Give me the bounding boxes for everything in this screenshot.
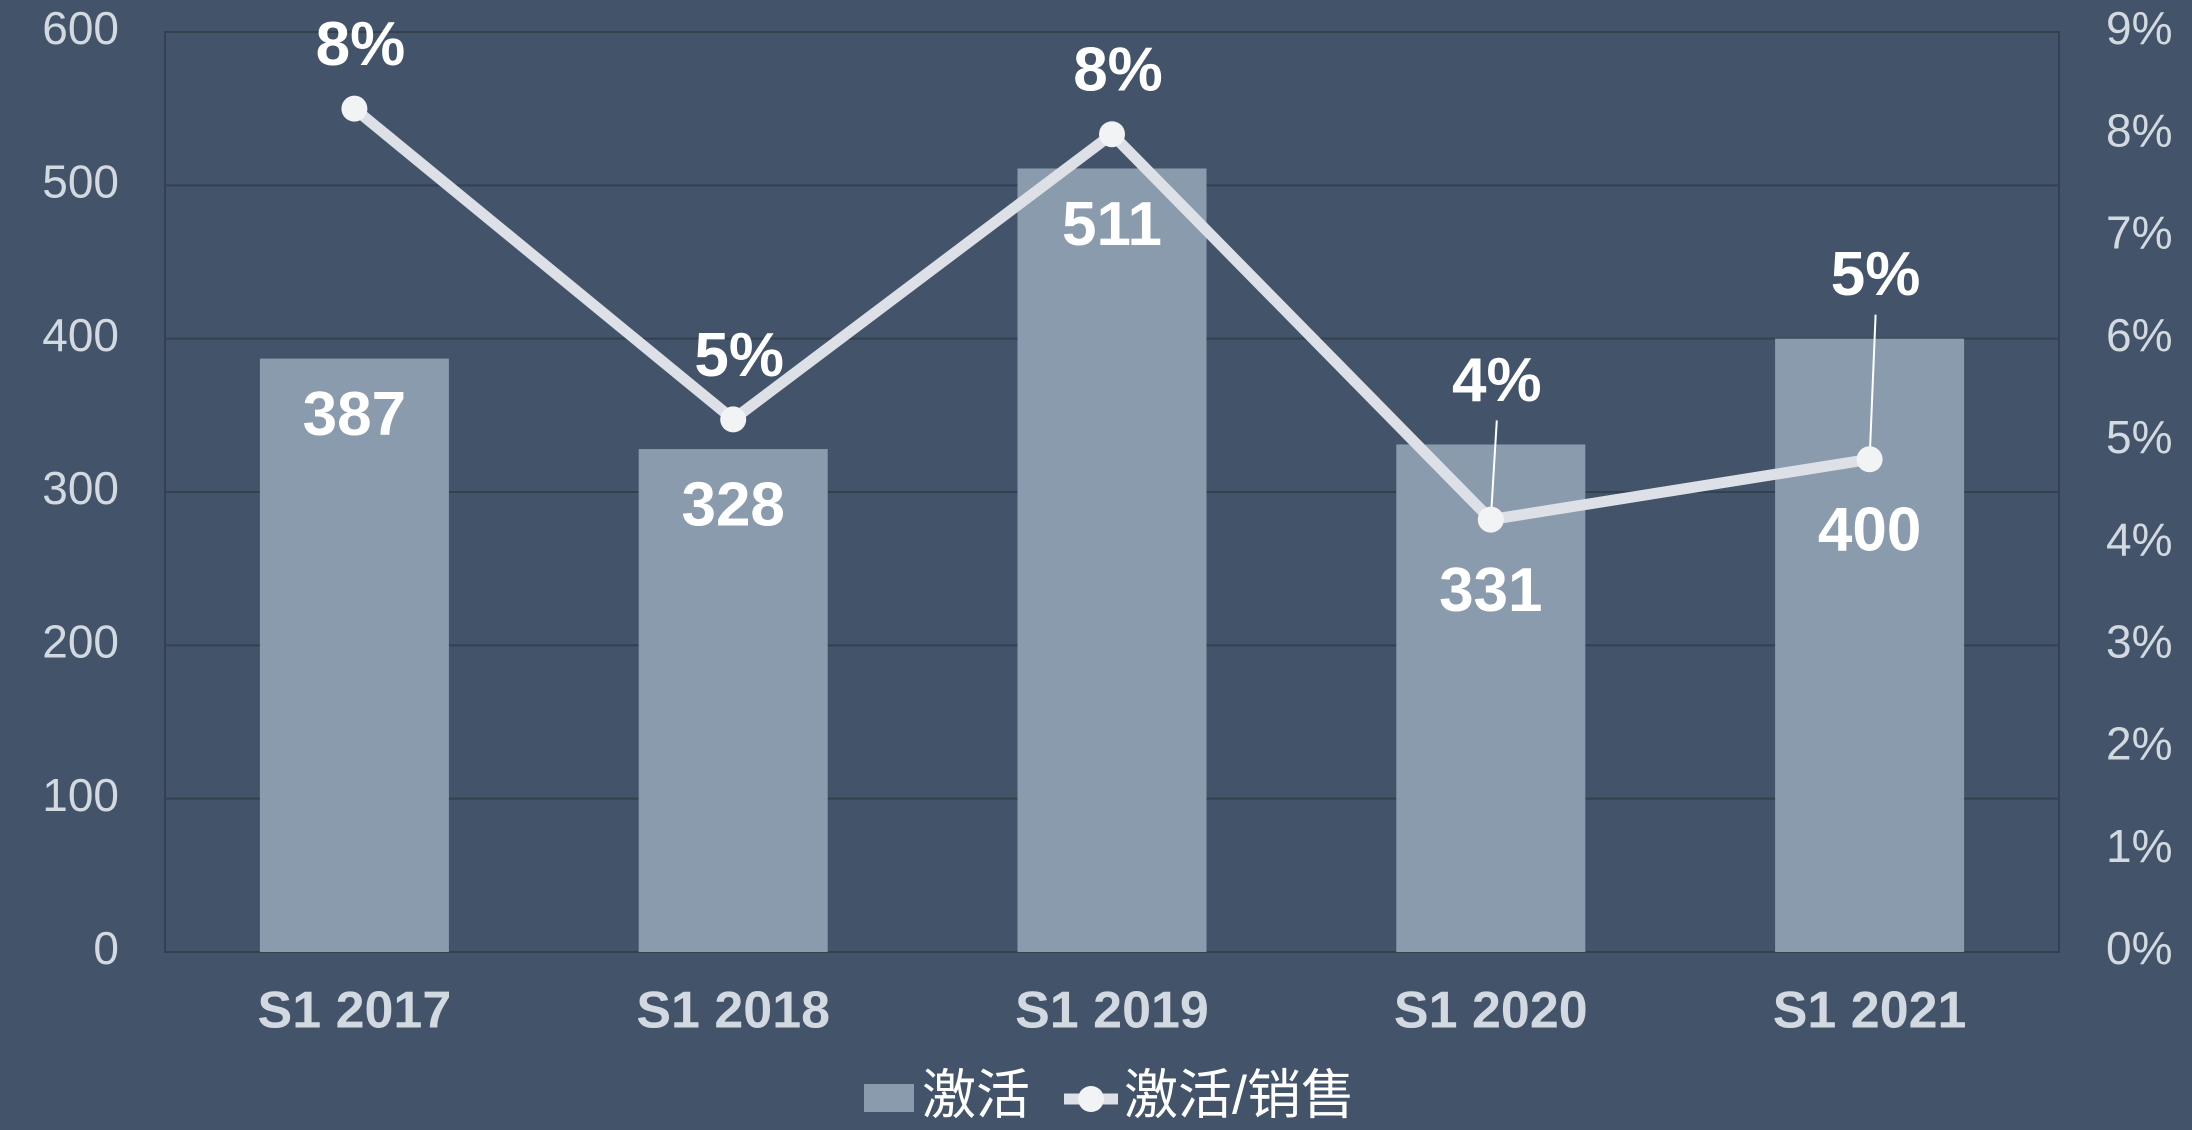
legend-swatch — [1078, 1086, 1104, 1112]
y2-tick-label: 5% — [2106, 411, 2172, 463]
y2-tick-label: 6% — [2106, 309, 2172, 361]
line-point — [720, 406, 747, 433]
y-tick-label: 200 — [42, 615, 119, 667]
y2-tick-label: 9% — [2106, 2, 2172, 54]
line-point — [1099, 121, 1125, 148]
line-value-label: 5% — [1831, 240, 1921, 309]
bar-value-label: 400 — [1818, 496, 1921, 565]
line-value-label: 4% — [1452, 346, 1542, 415]
bar — [1017, 168, 1207, 952]
x-tick-label: S1 2020 — [1394, 982, 1588, 1040]
x-tick-label: S1 2019 — [1015, 982, 1209, 1040]
bar-value-label: 511 — [1062, 190, 1162, 259]
y2-tick-label: 0% — [2106, 922, 2172, 974]
y2-tick-label: 7% — [2106, 207, 2172, 259]
legend-swatch — [864, 1084, 914, 1112]
bar — [638, 449, 828, 952]
y2-tick-label: 3% — [2106, 615, 2172, 667]
leader-line — [1868, 314, 1877, 460]
y-tick-label: 0 — [93, 922, 119, 974]
y-tick-label: 100 — [42, 769, 119, 821]
y-tick-label: 300 — [42, 462, 119, 514]
y2-tick-label: 8% — [2106, 104, 2172, 156]
line-value-label: 8% — [316, 10, 406, 79]
bar-value-label: 331 — [1439, 556, 1542, 625]
y2-tick-label: 1% — [2106, 820, 2172, 872]
legend-label: 激活 — [922, 1065, 1030, 1125]
leader-line — [1489, 420, 1498, 520]
x-tick-label: S1 2018 — [636, 982, 830, 1040]
line-point — [1477, 506, 1504, 533]
x-tick-label: S1 2017 — [258, 982, 452, 1040]
bar-value-label: 328 — [681, 470, 784, 539]
x-tick-label: S1 2021 — [1773, 982, 1967, 1040]
y-tick-label: 600 — [42, 2, 119, 54]
line-point — [341, 95, 368, 122]
line-value-label: 5% — [694, 321, 784, 390]
line-value-label: 8% — [1073, 36, 1163, 105]
y-tick-label: 500 — [42, 155, 119, 207]
y2-tick-label: 4% — [2106, 513, 2172, 565]
bar — [1775, 338, 1965, 953]
y-tick-label: 400 — [42, 309, 119, 361]
legend-label: 激活/销售 — [1124, 1065, 1355, 1125]
bar — [259, 358, 449, 953]
line-point — [1856, 446, 1883, 473]
bar-value-label: 387 — [303, 380, 406, 449]
y2-tick-label: 2% — [2106, 718, 2172, 770]
